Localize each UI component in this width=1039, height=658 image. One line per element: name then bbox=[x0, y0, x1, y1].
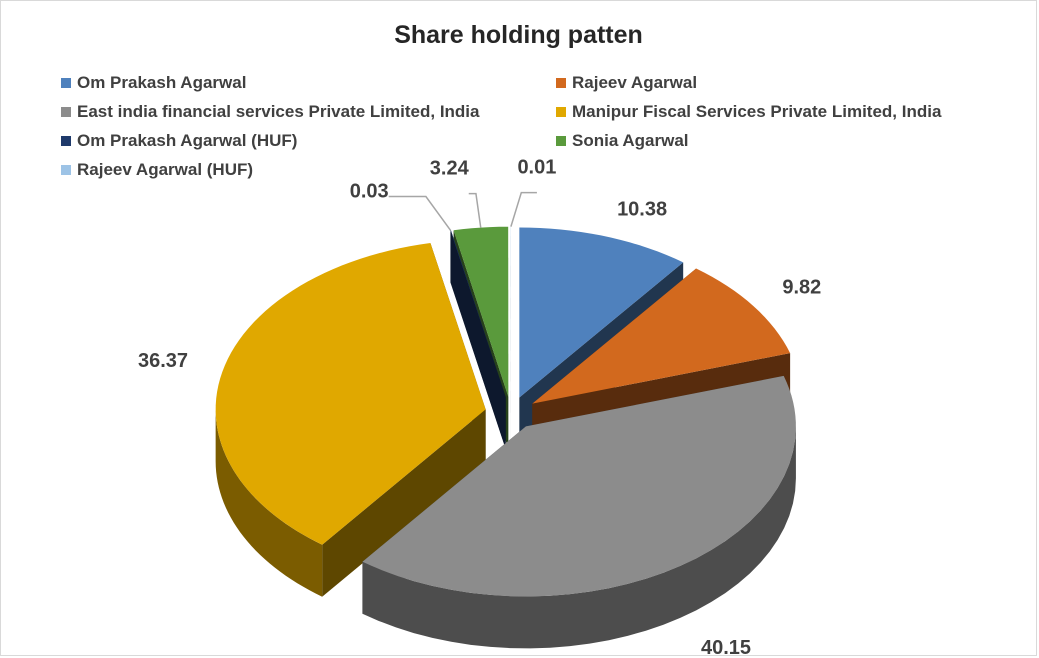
leader-line-sonia-agarwal bbox=[468, 192, 482, 228]
legend-swatch bbox=[61, 165, 71, 175]
legend: Om Prakash Agarwal Rajeev Agarwal East i… bbox=[61, 71, 1021, 191]
legend-swatch bbox=[61, 136, 71, 146]
pie-side-wall-om-prakash-agarwal-huf-1 bbox=[450, 230, 506, 449]
pie-outer-wall-manipur-fiscal-services-private-limited-india-0 bbox=[215, 409, 323, 597]
legend-swatch bbox=[556, 78, 566, 88]
legend-item-east-india-financial: East india financial services Private Li… bbox=[61, 100, 480, 124]
legend-swatch bbox=[556, 107, 566, 117]
legend-item-om-prakash-agarwal-huf: Om Prakash Agarwal (HUF) bbox=[61, 129, 297, 153]
data-label-manipur-fiscal-services-private-limited-india: 36.37 bbox=[138, 350, 188, 372]
data-label-sonia-agarwal: 3.24 bbox=[430, 158, 470, 180]
legend-swatch bbox=[61, 107, 71, 117]
legend-label: Sonia Agarwal bbox=[572, 131, 689, 150]
legend-label: Om Prakash Agarwal bbox=[77, 73, 247, 92]
pie-slice-manipur-fiscal-services-private-limited-india bbox=[215, 242, 486, 545]
legend-item-sonia-agarwal: Sonia Agarwal bbox=[556, 129, 689, 153]
legend-label: Manipur Fiscal Services Private Limited,… bbox=[572, 102, 942, 121]
chart-title: Share holding patten bbox=[394, 21, 643, 49]
pie-slice-sonia-agarwal bbox=[453, 226, 509, 397]
legend-item-rajeev-agarwal-huf: Rajeev Agarwal (HUF) bbox=[61, 158, 253, 182]
legend-label: Om Prakash Agarwal (HUF) bbox=[77, 131, 298, 150]
legend-swatch bbox=[556, 136, 566, 146]
data-label-om-prakash-agarwal: 10.38 bbox=[617, 199, 667, 221]
pie-slice-rajeev-agarwal bbox=[532, 268, 791, 404]
data-label-rajeev-agarwal: 9.82 bbox=[782, 277, 821, 299]
leader-line-rajeev-agarwal-huf bbox=[510, 191, 537, 227]
data-label-om-prakash-agarwal-huf: 0.03 bbox=[350, 181, 389, 203]
pie-outer-wall-east-india-financial-services-private-limited-india-0 bbox=[362, 426, 796, 649]
legend-label: East india financial services Private Li… bbox=[77, 102, 480, 121]
leader-line-om-prakash-agarwal-huf bbox=[388, 195, 452, 231]
legend-item-om-prakash-agarwal: Om Prakash Agarwal bbox=[61, 71, 246, 95]
pie-slice-om-prakash-agarwal-huf bbox=[450, 230, 506, 397]
data-label-rajeev-agarwal-huf: 0.01 bbox=[517, 157, 556, 179]
pie-side-wall-manipur-fiscal-services-private-limited-india-0 bbox=[322, 409, 486, 597]
legend-label: Rajeev Agarwal (HUF) bbox=[77, 160, 254, 179]
pie-slice-east-india-financial-services-private-limited-india bbox=[362, 375, 796, 597]
legend-item-rajeev-agarwal: Rajeev Agarwal bbox=[556, 71, 697, 95]
data-label-east-india-financial-services-private-limited-india: 40.15 bbox=[701, 637, 751, 656]
legend-label: Rajeev Agarwal bbox=[572, 73, 698, 92]
legend-item-manipur-fiscal: Manipur Fiscal Services Private Limited,… bbox=[556, 100, 941, 124]
legend-swatch bbox=[61, 78, 71, 88]
pie-slice-om-prakash-agarwal bbox=[519, 227, 684, 398]
